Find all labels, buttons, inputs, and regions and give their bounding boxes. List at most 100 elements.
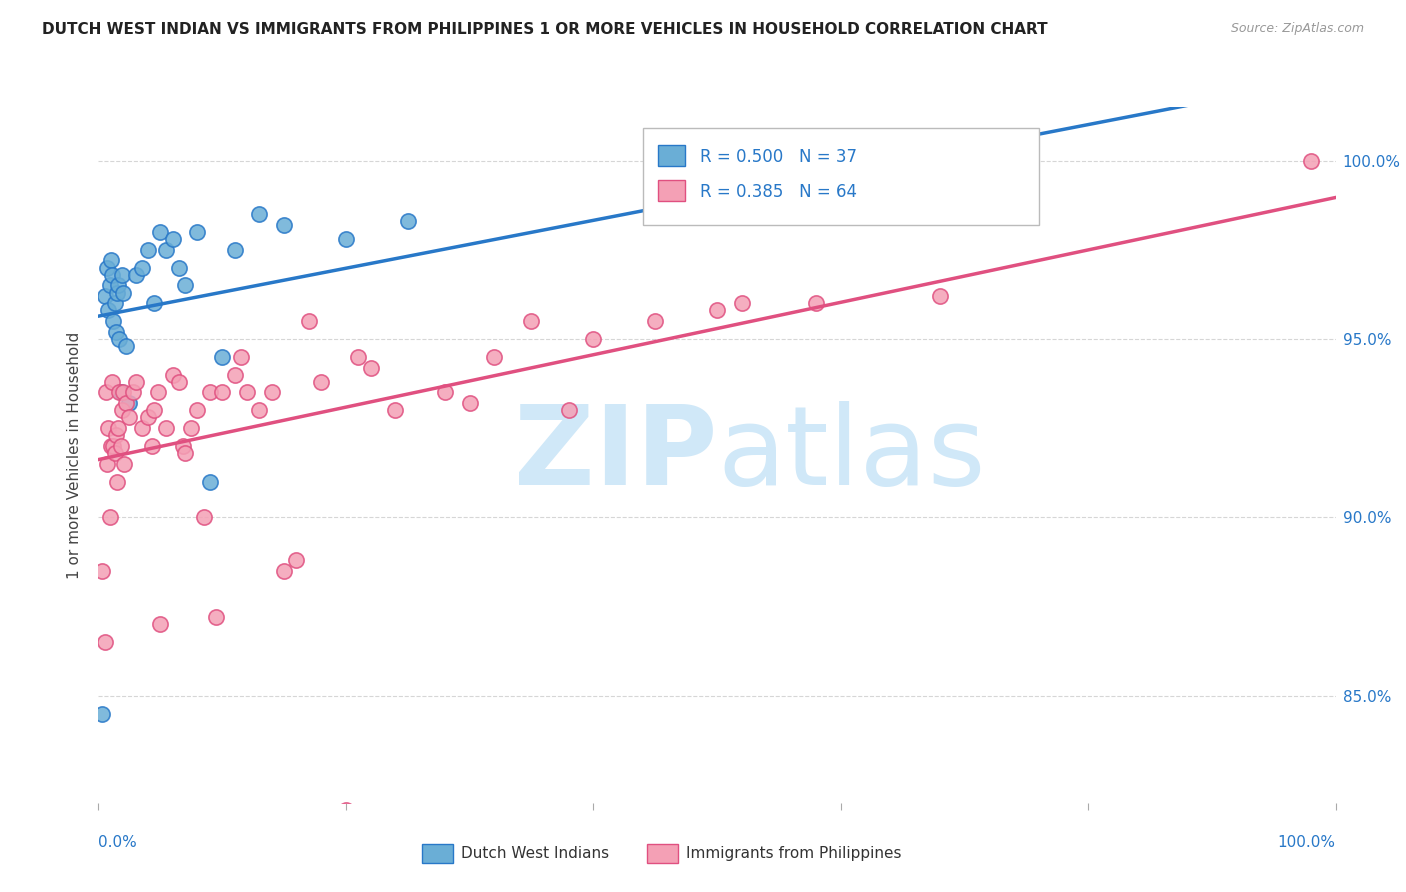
Point [108,332,131,346]
Point [582,332,605,346]
Point [100,253,122,268]
Point [124,375,146,389]
Point [396,214,419,228]
Y-axis label: 1 or more Vehicles in Household: 1 or more Vehicles in Household [67,331,83,579]
Point [557,403,579,417]
Point [93,289,115,303]
Point [162,368,184,382]
Text: DUTCH WEST INDIAN VS IMMIGRANTS FROM PHILIPPINES 1 OR MORE VEHICLES IN HOUSEHOLD: DUTCH WEST INDIAN VS IMMIGRANTS FROM PHI… [42,22,1047,37]
Point [103,314,125,328]
Point [112,457,135,471]
FancyBboxPatch shape [658,179,685,201]
Point [247,207,270,221]
Text: ZIP: ZIP [513,401,717,508]
Point [101,268,124,282]
Point [118,410,141,425]
FancyBboxPatch shape [643,128,1039,226]
Point [273,218,295,232]
Point [335,232,357,246]
Point [141,439,163,453]
Point [114,396,136,410]
Point [110,439,132,453]
Point [103,439,125,453]
Point [224,243,246,257]
Point [347,350,370,364]
Point [205,610,228,624]
Point [520,314,543,328]
Point [100,439,122,453]
Point [143,296,166,310]
Point [103,296,125,310]
Point [285,553,308,567]
Point [131,260,153,275]
Point [146,385,169,400]
Point [111,403,134,417]
Point [131,421,153,435]
Point [260,385,283,400]
Point [93,635,115,649]
Point [104,325,127,339]
Point [103,446,125,460]
Point [101,375,124,389]
Point [928,153,950,168]
Point [122,385,145,400]
Point [172,439,194,453]
Text: 100.0%: 100.0% [1278,836,1336,850]
Point [97,303,120,318]
Point [111,268,134,282]
FancyBboxPatch shape [658,145,685,166]
Point [105,475,128,489]
Point [484,350,506,364]
Point [186,403,208,417]
Point [167,260,190,275]
Point [928,289,950,303]
Point [155,421,177,435]
Point [211,385,233,400]
Point [180,421,202,435]
Point [335,803,357,817]
Point [174,446,197,460]
Point [458,396,481,410]
Point [91,706,114,721]
Point [143,403,166,417]
Point [198,385,221,400]
Point [309,375,332,389]
Point [91,564,114,578]
Point [211,350,233,364]
Point [167,375,190,389]
Point [108,385,131,400]
Text: Immigrants from Philippines: Immigrants from Philippines [686,847,901,861]
Point [193,510,215,524]
Point [96,260,118,275]
Point [96,457,118,471]
Point [98,510,121,524]
Point [98,278,121,293]
Point [247,403,270,417]
Text: R = 0.385   N = 64: R = 0.385 N = 64 [700,183,856,201]
Point [105,285,128,300]
Point [97,421,120,435]
Point [124,268,146,282]
Point [644,314,666,328]
Point [155,243,177,257]
Point [731,296,754,310]
Point [236,385,259,400]
Point [198,475,221,489]
Point [706,303,728,318]
Point [273,564,295,578]
Point [1299,153,1322,168]
Text: Source: ZipAtlas.com: Source: ZipAtlas.com [1230,22,1364,36]
Point [118,396,141,410]
Point [114,339,136,353]
Point [162,232,184,246]
Point [229,350,252,364]
Point [136,243,159,257]
Point [107,278,129,293]
Point [107,421,129,435]
Point [112,285,135,300]
Point [384,403,406,417]
Point [94,385,117,400]
Point [104,428,127,442]
Point [360,360,382,375]
Point [298,314,321,328]
